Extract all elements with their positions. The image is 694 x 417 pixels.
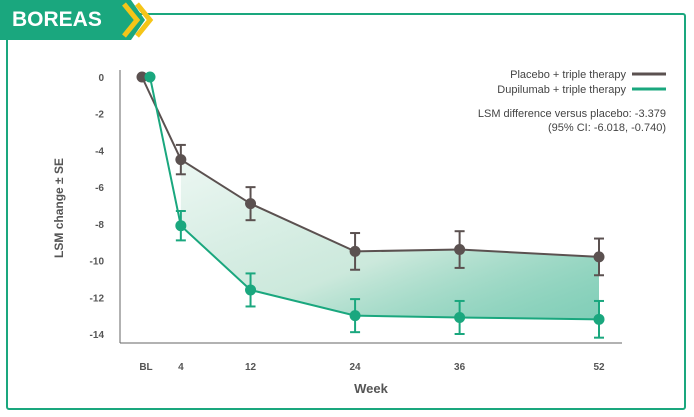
x-tick-label: 24: [350, 362, 362, 373]
y-tick-label: -6: [95, 183, 104, 194]
series-line-placebo: [141, 76, 600, 258]
data-point: [245, 284, 257, 296]
y-tick-label: 0: [98, 73, 104, 84]
data-point: [175, 154, 187, 166]
x-tick-label: 36: [454, 362, 466, 373]
chart-frame: [6, 13, 686, 410]
chevron-right-icon: [117, 0, 154, 40]
legend-label: Dupilumab + triple therapy: [497, 84, 626, 96]
x-axis-title: Week: [354, 381, 388, 396]
data-point: [454, 311, 466, 323]
annotation-difference: LSM difference versus placebo: -3.379: [478, 108, 666, 120]
y-tick-label: -4: [95, 146, 104, 157]
banner-title: BOREAS Trial: [12, 8, 102, 71]
data-point: [136, 71, 148, 83]
series-line-dupilumab: [149, 76, 600, 321]
y-axis-title: LSM change ± SE: [52, 158, 66, 258]
y-tick-label: -12: [90, 293, 105, 304]
data-point: [593, 313, 605, 325]
x-tick-label: 52: [593, 362, 605, 373]
y-tick-label: -8: [95, 220, 104, 231]
x-tick-label: 12: [245, 362, 257, 373]
y-tick-label: -10: [90, 257, 105, 268]
y-tick-label: -2: [95, 110, 104, 121]
data-point: [175, 220, 187, 232]
y-tick-label: -14: [90, 330, 105, 341]
data-point: [593, 251, 605, 263]
data-point: [144, 71, 156, 83]
data-point: [349, 245, 361, 257]
data-point: [349, 310, 361, 322]
x-tick-label: 4: [178, 362, 184, 373]
difference-band: [180, 159, 599, 320]
annotation-ci: (95% CI: -6.018, -0.740): [548, 122, 666, 134]
data-point: [245, 198, 257, 210]
legend-label: Placebo + triple therapy: [510, 69, 626, 81]
data-point: [454, 244, 466, 256]
x-tick-label: BL: [139, 362, 152, 373]
trial-banner: BOREAS Trial: [0, 0, 128, 71]
